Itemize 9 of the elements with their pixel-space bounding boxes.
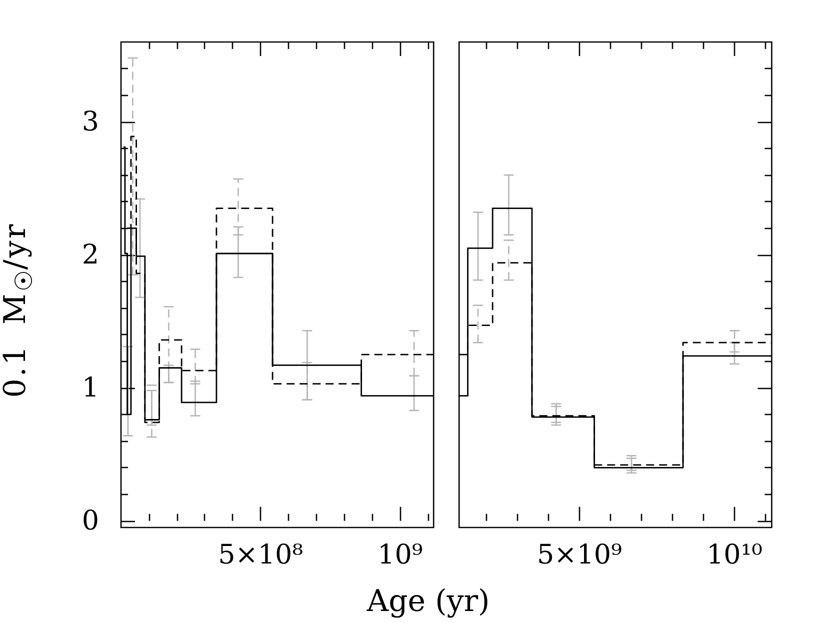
x-tick-label: 5×10⁹ (536, 540, 622, 570)
y-tick-label: 3 (82, 106, 99, 138)
x-axis-title: Age (yr) (366, 584, 491, 619)
x-tick-label: 10¹⁰ (706, 540, 763, 570)
x-tick-label: 5×10⁸ (218, 540, 304, 570)
y-tick-label: 2 (82, 239, 99, 270)
y-tick-label: 1 (82, 372, 99, 404)
x-tick-label: 10⁹ (378, 540, 423, 570)
y-tick-label: 0 (82, 505, 99, 536)
